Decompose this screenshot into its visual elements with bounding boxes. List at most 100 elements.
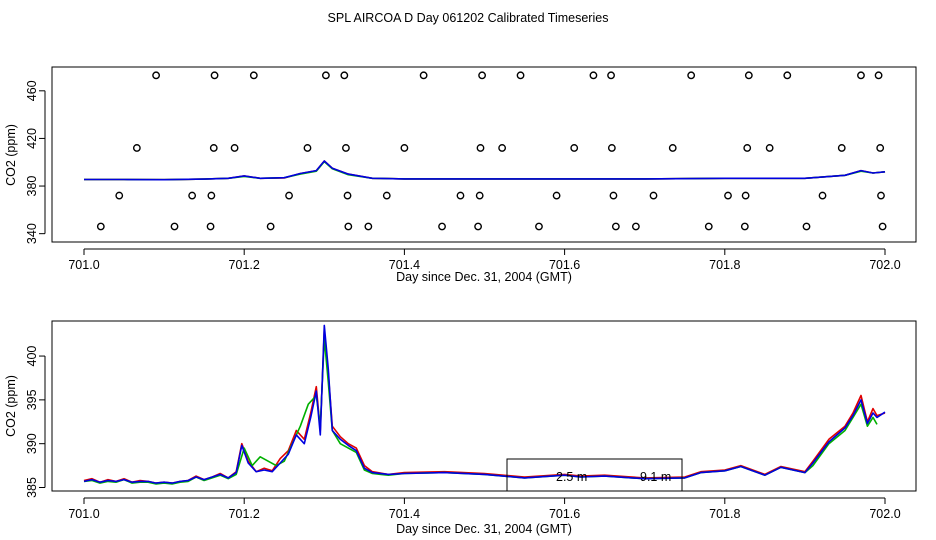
series-line-blue [84, 160, 886, 181]
x-tick-label: 701.6 [549, 258, 580, 272]
calibration-point [188, 191, 197, 200]
calibration-point [115, 191, 124, 200]
y-tick-label: 390 [25, 433, 39, 454]
calibration-point [419, 71, 428, 80]
calibration-point [607, 71, 615, 80]
calibration-point [438, 222, 446, 231]
calibration-point [206, 222, 215, 231]
calibration-point [609, 191, 618, 200]
y-tick-label: 340 [25, 223, 39, 244]
top-x-axis-label: Day since Dec. 31, 2004 (GMT) [396, 270, 572, 284]
calibration-point [340, 71, 349, 80]
bottom-panel: 2.5 m 9.1 m 701.0 701.2 701.4 701.6 701.8 702… [4, 320, 917, 536]
calibration-point [611, 222, 620, 231]
calibration-point [687, 71, 696, 80]
bottom-x-ticks: 701.0 701.2 701.4 701.6 701.8 702.0 [68, 497, 901, 521]
calibration-point [837, 144, 846, 152]
calibration-point [210, 71, 219, 80]
calibration-point [783, 71, 792, 80]
top-y-axis-label: CO2 (ppm) [4, 124, 18, 186]
x-tick-label: 701.2 [229, 258, 260, 272]
calibration-point [152, 71, 160, 80]
calibration-point [322, 71, 330, 80]
top-x-ticks: 701.0 701.2 701.4 701.6 701.8 702.0 [68, 248, 901, 272]
y-tick-label: 400 [25, 346, 39, 367]
y-tick-label: 420 [25, 128, 39, 149]
calibration-point [570, 144, 579, 152]
calibration-point [552, 191, 561, 200]
bottom-y-axis-label: CO2 (ppm) [4, 375, 18, 437]
calibration-point [456, 191, 465, 200]
top-panel: 701.0 701.2 701.4 701.6 701.8 702.0 340 380 420… [4, 66, 917, 284]
calibration-point [876, 144, 885, 152]
x-tick-label: 702.0 [869, 258, 900, 272]
bottom-x-axis-label: Day since Dec. 31, 2004 (GMT) [396, 522, 572, 536]
calibration-point [607, 144, 616, 152]
calibration-point [364, 222, 373, 231]
y-tick-label: 380 [25, 176, 39, 197]
calibration-point [285, 191, 293, 200]
calibration-point [535, 222, 543, 231]
calibration-point [818, 191, 827, 200]
legend-box [506, 458, 683, 492]
bottom-y-ticks: 385 390 395 400 [25, 346, 46, 498]
series-line-blue [83, 324, 886, 484]
x-tick-label: 701.6 [549, 507, 580, 521]
calibration-point [474, 222, 482, 231]
calibration-point [342, 144, 350, 152]
calibration-point [802, 222, 811, 231]
y-tick-label: 395 [25, 389, 39, 410]
calibration-point [744, 71, 753, 80]
bottom-plot-frame [51, 320, 917, 492]
calibration-point [857, 71, 865, 80]
calibration-point [743, 144, 752, 152]
x-tick-label: 701.2 [229, 507, 260, 521]
x-tick-label: 701.4 [389, 258, 420, 272]
top-calibration-markers [96, 71, 887, 231]
calibration-point [589, 71, 598, 80]
calibration-point [343, 191, 352, 200]
calibration-point [498, 144, 507, 152]
figure-title: SPL AIRCOA D Day 061202 Calibrated Times… [328, 11, 609, 25]
y-tick-label: 460 [25, 80, 39, 101]
calibration-point [475, 191, 484, 200]
calibration-point [303, 144, 312, 152]
calibration-point [209, 144, 218, 152]
x-tick-label: 701.8 [709, 507, 740, 521]
x-tick-label: 701.8 [709, 258, 740, 272]
calibration-point [741, 191, 750, 200]
x-tick-label: 701.4 [389, 507, 420, 521]
legend-label-2-5m: 2.5 m [556, 470, 587, 484]
calibration-point [874, 71, 883, 80]
calibration-point [724, 191, 732, 200]
calibration-point [516, 71, 525, 80]
top-y-ticks: 340 380 420 460 [25, 80, 46, 244]
y-tick-label: 385 [25, 477, 39, 498]
top-series-lines [84, 160, 886, 181]
calibration-point [207, 191, 216, 200]
calibration-point [266, 222, 275, 231]
calibration-point [877, 191, 885, 200]
calibration-point [668, 144, 677, 152]
calibration-point [704, 222, 713, 231]
x-tick-label: 701.0 [68, 507, 99, 521]
x-tick-label: 701.0 [68, 258, 99, 272]
calibration-point [649, 191, 658, 200]
bottom-series-lines [83, 324, 886, 485]
top-plot-frame [51, 66, 917, 243]
legend-label-9-1m: 9.1 m [640, 470, 671, 484]
calibration-point [765, 144, 774, 152]
calibration-point [878, 222, 887, 231]
calibration-point [344, 222, 353, 231]
calibration-point [476, 144, 485, 152]
calibration-point [400, 144, 409, 152]
calibration-point [478, 71, 486, 80]
calibration-point [96, 222, 105, 231]
calibration-point [249, 71, 258, 80]
calibration-point [740, 222, 749, 231]
calibration-point [631, 222, 640, 231]
calibration-point [230, 144, 239, 152]
calibration-point [170, 222, 179, 231]
x-tick-label: 702.0 [869, 507, 900, 521]
